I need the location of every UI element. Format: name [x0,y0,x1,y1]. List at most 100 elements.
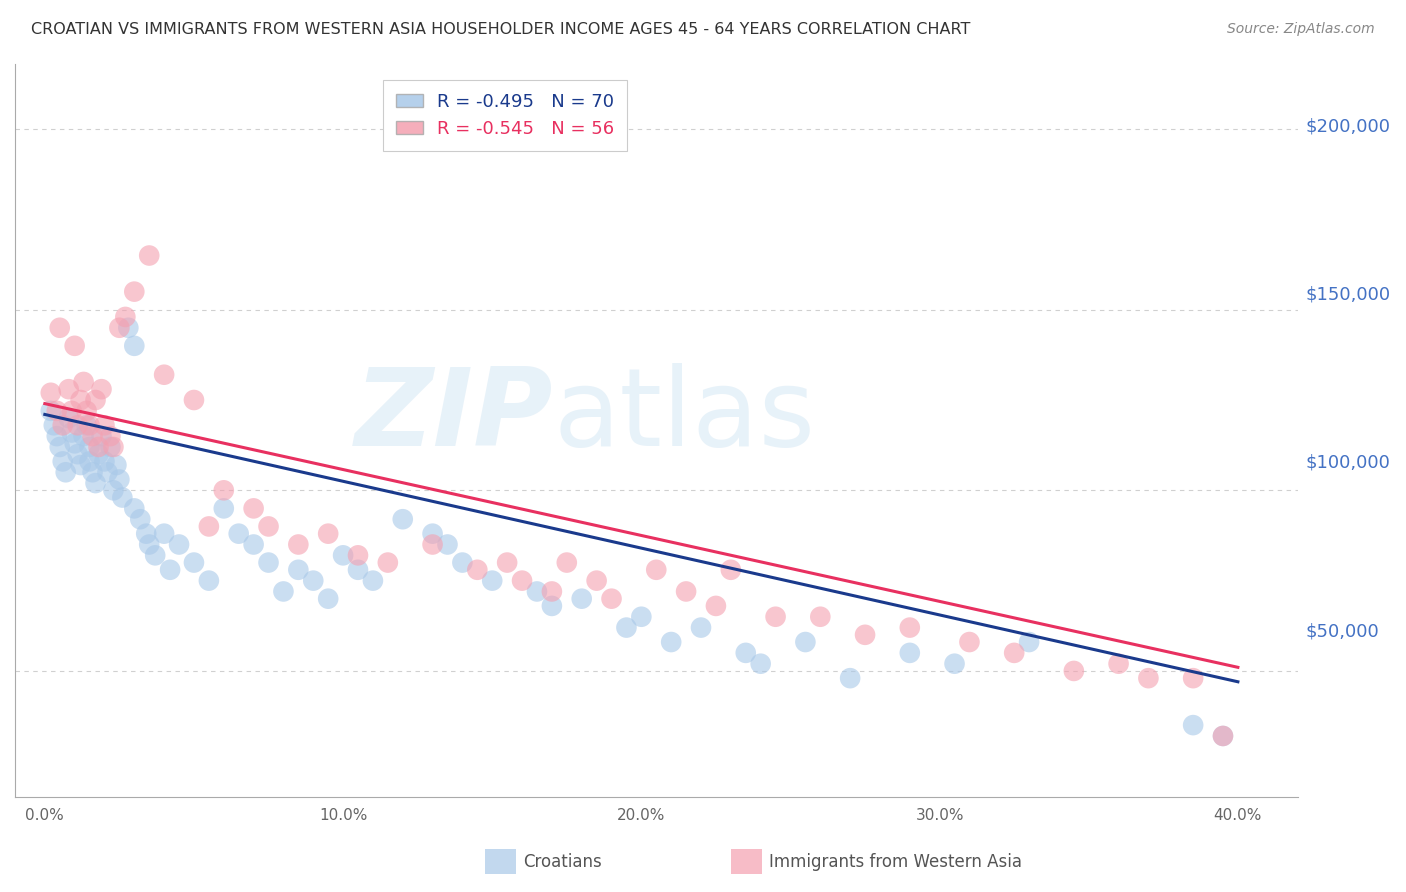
Point [90,429,112,443]
Point [42,418,65,433]
Point [585,574,607,588]
Text: Croatians: Croatians [523,853,602,871]
Point [377,556,399,570]
Point [943,657,966,671]
Point [58,382,80,396]
Point [39,404,62,418]
Point [616,621,638,635]
Point [48,320,70,334]
Point [55,465,77,479]
Point [451,556,474,570]
Point [1182,718,1205,732]
Point [257,519,280,533]
Point [48,440,70,454]
Point [82,429,104,443]
Point [422,537,444,551]
Point [198,519,221,533]
Bar [485,849,516,874]
Point [720,563,742,577]
Point [93,418,115,433]
Point [58,411,80,425]
Text: CROATIAN VS IMMIGRANTS FROM WESTERN ASIA HOUSEHOLDER INCOME AGES 45 - 64 YEARS C: CROATIAN VS IMMIGRANTS FROM WESTERN ASIA… [31,22,970,37]
Text: ZIP: ZIP [356,363,554,469]
Point [391,512,413,526]
Point [79,454,101,468]
Point [228,526,250,541]
Point [541,584,564,599]
Point [72,429,94,443]
Point [103,440,125,454]
Point [510,574,533,588]
Point [1108,657,1130,671]
Point [273,584,295,599]
Point [794,635,817,649]
Point [257,556,280,570]
Point [422,526,444,541]
Point [66,447,89,461]
Point [87,447,110,461]
Point [96,465,118,479]
Point [138,248,160,262]
Point [198,574,221,588]
Point [242,501,264,516]
Bar [731,849,762,874]
Point [1002,646,1025,660]
Point [63,436,86,450]
Point [183,392,205,407]
Point [645,563,668,577]
Point [183,556,205,570]
Text: Source: ZipAtlas.com: Source: ZipAtlas.com [1227,22,1375,37]
Point [138,537,160,551]
Point [124,285,146,299]
Point [111,491,134,505]
Point [302,574,325,588]
Point [124,339,146,353]
Point [159,563,181,577]
Point [316,526,339,541]
Point [76,418,98,433]
Point [76,404,98,418]
Point [481,574,503,588]
Point [465,563,488,577]
Point [600,591,623,606]
Point [66,418,89,433]
Point [898,621,921,635]
Point [114,310,136,324]
Point [765,609,787,624]
Point [135,526,157,541]
Point [1212,729,1234,743]
Legend: R = -0.495   N = 70, R = -0.545   N = 56: R = -0.495 N = 70, R = -0.545 N = 56 [384,80,627,151]
Point [60,404,83,418]
Point [117,320,139,334]
Point [105,458,128,472]
Point [90,382,112,396]
Point [212,483,235,498]
Point [79,440,101,454]
Point [143,549,166,563]
Point [571,591,593,606]
Point [526,584,548,599]
Point [316,591,339,606]
Point [124,501,146,516]
Point [704,599,727,613]
Point [496,556,519,570]
Point [1137,671,1160,685]
Point [959,635,981,649]
Point [45,429,67,443]
Point [287,537,309,551]
Point [347,549,370,563]
Point [39,385,62,400]
Point [153,368,176,382]
Point [287,563,309,577]
Point [1182,671,1205,685]
Point [87,440,110,454]
Point [69,458,91,472]
Point [808,609,831,624]
Point [52,454,75,468]
Point [853,628,876,642]
Point [436,537,458,551]
Point [555,556,578,570]
Point [839,671,862,685]
Point [84,476,107,491]
Point [361,574,384,588]
